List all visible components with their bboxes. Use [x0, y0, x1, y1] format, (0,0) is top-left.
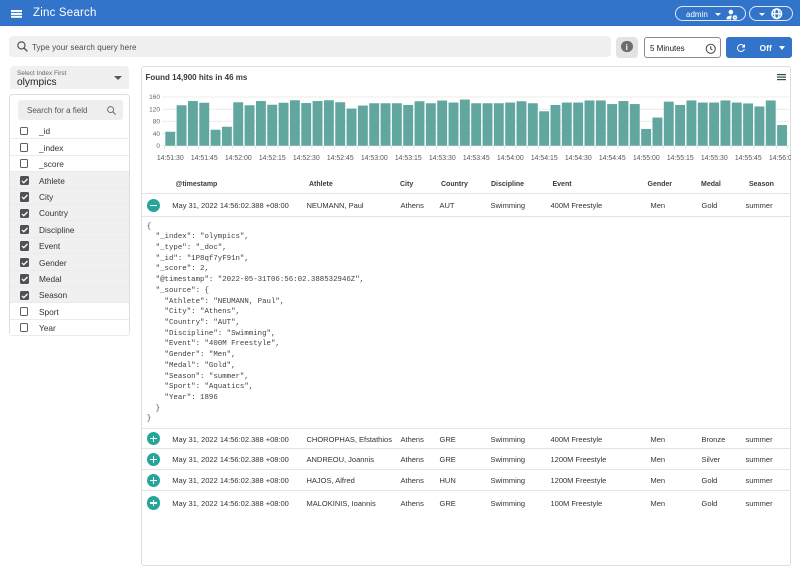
- svg-text:120: 120: [149, 106, 160, 113]
- svg-text:14:53:00: 14:53:00: [361, 155, 388, 162]
- svg-text:14:56:00: 14:56:00: [769, 155, 791, 162]
- svg-text:14:55:15: 14:55:15: [667, 155, 694, 162]
- svg-text:14:52:15: 14:52:15: [259, 155, 286, 162]
- svg-text:14:52:45: 14:52:45: [327, 155, 354, 162]
- svg-text:14:55:00: 14:55:00: [633, 155, 660, 162]
- svg-text:160: 160: [149, 94, 160, 101]
- svg-text:14:53:15: 14:53:15: [395, 155, 422, 162]
- svg-text:14:54:30: 14:54:30: [565, 155, 592, 162]
- svg-text:14:51:30: 14:51:30: [157, 155, 184, 162]
- svg-text:14:54:00: 14:54:00: [497, 155, 524, 162]
- svg-text:80: 80: [153, 119, 161, 126]
- svg-text:14:54:45: 14:54:45: [599, 155, 626, 162]
- svg-text:0: 0: [156, 143, 160, 150]
- svg-text:14:53:45: 14:53:45: [463, 155, 490, 162]
- svg-text:40: 40: [153, 131, 161, 138]
- svg-text:14:52:00: 14:52:00: [225, 155, 252, 162]
- svg-text:14:52:30: 14:52:30: [293, 155, 320, 162]
- svg-text:14:54:15: 14:54:15: [531, 155, 558, 162]
- svg-text:14:55:30: 14:55:30: [701, 155, 728, 162]
- svg-text:14:55:45: 14:55:45: [735, 155, 762, 162]
- svg-text:14:51:45: 14:51:45: [191, 155, 218, 162]
- svg-text:14:53:30: 14:53:30: [429, 155, 456, 162]
